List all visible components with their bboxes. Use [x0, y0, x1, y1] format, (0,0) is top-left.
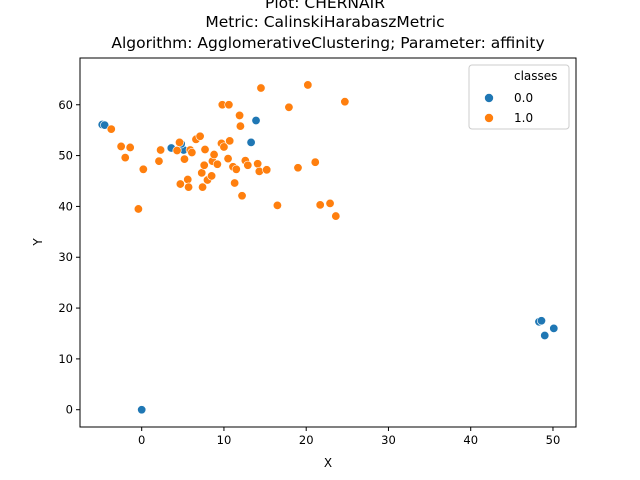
- scatter-point-class-1-0: [106, 124, 116, 134]
- scatter-point-class-1-0: [224, 100, 234, 110]
- scatter-point-class-1-0: [156, 145, 166, 155]
- plot-frame: [79, 57, 577, 428]
- scatter-point-class-1-0: [209, 150, 219, 160]
- y-tick-label: 40: [58, 199, 73, 213]
- scatter-point-class-1-0: [179, 154, 189, 164]
- scatter-point-class-1-0: [243, 160, 253, 170]
- scatter-point-class-0-0: [100, 120, 110, 130]
- scatter-point-class-1-0: [331, 211, 341, 221]
- scatter-point-class-1-0: [200, 144, 210, 154]
- legend: classes 0.0 1.0: [468, 64, 570, 130]
- scatter-point-class-1-0: [199, 160, 209, 170]
- scatter-point-class-1-0: [230, 178, 240, 188]
- chart-title: Plot: CHERNAIR Metric: CalinskiHarabaszM…: [111, 0, 544, 52]
- scatter-point-class-1-0: [219, 142, 229, 152]
- scatter-point-class-1-0: [315, 200, 325, 210]
- scatter-point-class-1-0: [235, 121, 245, 131]
- scatter-point-class-1-0: [175, 179, 185, 189]
- scatter-point-class-1-0: [183, 174, 193, 184]
- scatter-point-class-0-0: [536, 316, 546, 326]
- legend-marker-1: [484, 113, 494, 123]
- x-tick-label: 50: [546, 433, 561, 447]
- scatter-point-class-1-0: [253, 159, 263, 169]
- scatter-point-class-1-0: [197, 168, 207, 178]
- y-axis-label: Y: [31, 238, 45, 247]
- scatter-point-class-1-0: [198, 182, 208, 192]
- x-axis-label: X: [324, 456, 332, 470]
- title-line-1: Plot: CHERNAIR: [265, 0, 385, 12]
- scatter-point-class-1-0: [195, 131, 205, 141]
- scatter-point-class-0-0: [251, 116, 261, 126]
- scatter-point-class-1-0: [303, 80, 313, 90]
- scatter-point-class-1-0: [235, 110, 245, 120]
- y-tick-label: 50: [58, 149, 73, 163]
- scatter-point-class-1-0: [225, 136, 235, 146]
- scatter-point-class-0-0: [246, 137, 256, 147]
- scatter-point-class-1-0: [237, 191, 247, 201]
- x-tick-label: 40: [463, 433, 478, 447]
- x-tick-label: 20: [299, 433, 314, 447]
- points-layer: [97, 80, 559, 415]
- ticks-layer: 0 10 20 30 40 50 0 10 20 30 40 50 60: [58, 98, 560, 447]
- scatter-point-class-1-0: [207, 171, 217, 181]
- y-tick-label: 10: [58, 352, 73, 366]
- scatter-point-class-1-0: [175, 137, 185, 147]
- scatter-point-class-1-0: [187, 148, 197, 158]
- legend-marker-0: [484, 93, 494, 103]
- legend-title: classes: [514, 69, 557, 83]
- scatter-point-class-1-0: [212, 159, 222, 169]
- scatter-point-class-1-0: [325, 198, 335, 208]
- x-tick-label: 0: [138, 433, 145, 447]
- scatter-point-class-1-0: [262, 165, 272, 175]
- scatter-point-class-1-0: [120, 153, 130, 163]
- scatter-point-class-1-0: [154, 156, 164, 166]
- scatter-point-class-1-0: [310, 157, 320, 167]
- scatter-point-class-1-0: [272, 200, 282, 210]
- y-tick-label: 0: [66, 403, 73, 417]
- scatter-point-class-1-0: [138, 164, 148, 174]
- scatter-point-class-1-0: [231, 164, 241, 174]
- scatter-point-class-1-0: [172, 146, 182, 156]
- y-tick-label: 30: [58, 250, 73, 264]
- scatter-point-class-0-0: [540, 331, 550, 341]
- scatter-point-class-1-0: [254, 166, 264, 176]
- scatter-point-class-0-0: [137, 405, 147, 415]
- scatter-point-class-1-0: [133, 204, 143, 214]
- title-line-3: Algorithm: AgglomerativeClustering; Para…: [111, 34, 544, 52]
- x-tick-label: 30: [381, 433, 396, 447]
- scatter-point-class-1-0: [293, 163, 303, 173]
- scatter-point-class-1-0: [284, 102, 294, 112]
- scatter-point-class-1-0: [223, 154, 233, 164]
- scatter-point-class-1-0: [116, 141, 126, 151]
- y-tick-label: 20: [58, 301, 73, 315]
- scatter-point-class-1-0: [340, 97, 350, 107]
- scatter-point-class-1-0: [184, 182, 194, 192]
- legend-label-0: 0.0: [514, 91, 533, 105]
- legend-label-1: 1.0: [514, 111, 533, 125]
- scatter-point-class-1-0: [256, 83, 266, 93]
- y-tick-label: 60: [58, 98, 73, 112]
- scatter-point-class-0-0: [549, 323, 559, 333]
- title-line-2: Metric: CalinskiHarabaszMetric: [205, 13, 444, 31]
- scatter-point-class-1-0: [125, 142, 135, 152]
- x-tick-label: 10: [217, 433, 232, 447]
- legend-box: [468, 64, 570, 130]
